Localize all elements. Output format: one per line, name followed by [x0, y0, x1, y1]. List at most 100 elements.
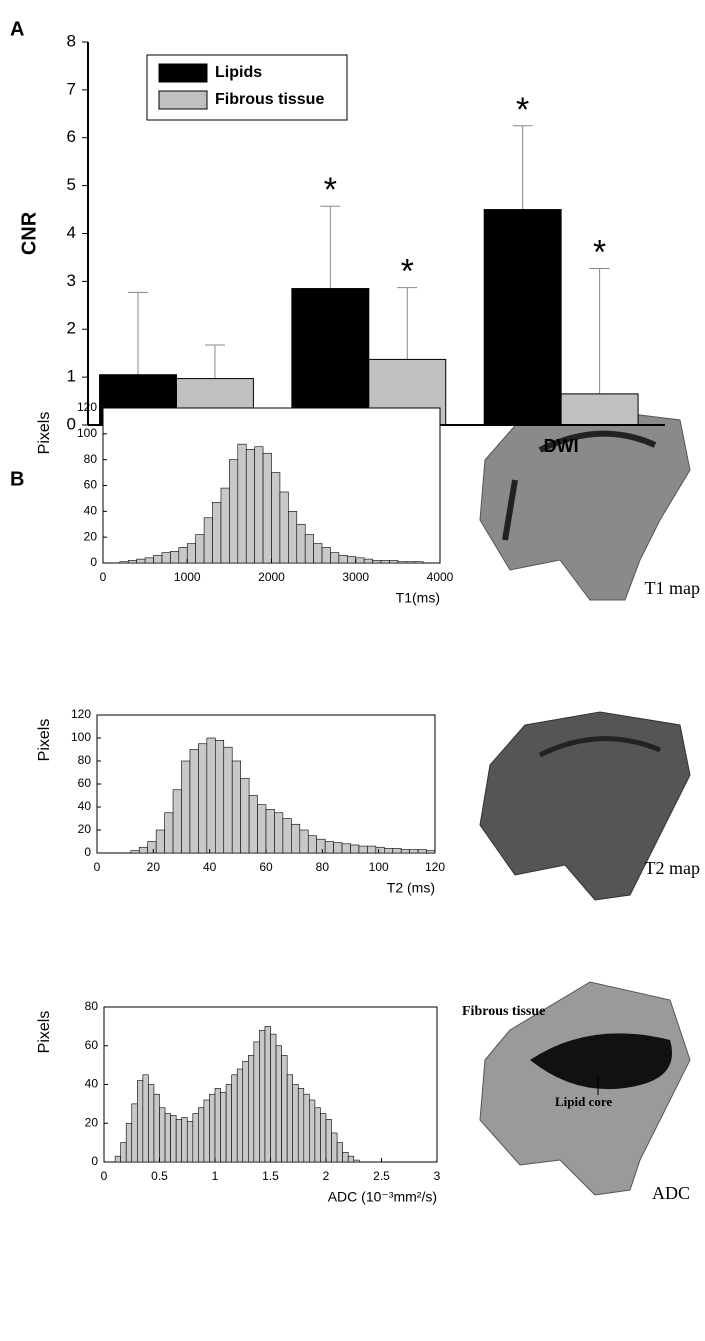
histogram-bar — [147, 841, 157, 854]
y-tick-label: 20 — [85, 1115, 99, 1129]
histogram-bar — [342, 1152, 349, 1163]
bar — [560, 393, 639, 426]
histogram-bar — [127, 560, 137, 564]
y-tick-label: 100 — [77, 426, 97, 440]
x-tick-label: 40 — [203, 860, 217, 874]
x-tick-label: 100 — [369, 860, 389, 874]
histogram-bar — [358, 845, 368, 854]
x-tick-label: 0 — [100, 570, 107, 584]
x-axis-label: T1(ms) — [396, 590, 440, 606]
histogram-bar — [336, 1142, 343, 1163]
y-tick-label: 8 — [67, 31, 76, 50]
y-tick-label: 60 — [85, 1038, 99, 1052]
histogram-bar — [155, 829, 165, 854]
tissue-detail — [538, 430, 657, 453]
y-tick-label: 120 — [71, 707, 91, 721]
histogram-bar — [120, 1142, 127, 1163]
image-label: ADC — [652, 1183, 690, 1203]
histogram-bar — [389, 560, 399, 564]
legend-swatch — [158, 90, 208, 110]
histogram-bar — [321, 547, 331, 564]
histogram-bar — [130, 850, 140, 854]
x-tick-label: 120 — [425, 860, 445, 874]
histogram-bar — [153, 554, 163, 564]
x-tick-label: 0 — [94, 860, 101, 874]
histogram-bar — [383, 848, 394, 854]
tissue — [479, 711, 691, 901]
x-tick-label: 3 — [434, 1169, 441, 1183]
histogram-bar — [170, 1115, 177, 1163]
y-tick-label: 0 — [84, 845, 91, 859]
histogram-bar — [161, 552, 171, 564]
y-axis-label: Pixels — [36, 412, 53, 455]
y-tick-label: 7 — [67, 79, 76, 98]
y-tick-label: 0 — [90, 555, 97, 569]
histogram-bar — [380, 560, 390, 564]
histogram-bar — [264, 1026, 271, 1163]
histogram-bar — [220, 1091, 227, 1163]
histogram-bar — [282, 818, 292, 854]
histogram-bar — [231, 760, 241, 854]
histogram-bar — [414, 561, 424, 564]
x-tick-label: 0.5 — [151, 1169, 168, 1183]
histogram-bar — [400, 849, 410, 854]
image-label: T1 map — [645, 578, 701, 598]
y-tick-label: 2 — [67, 319, 76, 338]
y-tick-label: 0 — [91, 1154, 98, 1168]
histogram-bar — [341, 843, 351, 854]
y-tick-label: 0 — [67, 414, 76, 433]
panel-label: B — [10, 468, 24, 490]
histogram-bar — [281, 1055, 288, 1163]
histogram-bar — [181, 1117, 188, 1163]
histogram-bar — [254, 446, 264, 564]
histogram-bar — [338, 554, 348, 564]
histogram-bar — [257, 804, 267, 854]
histogram-bar — [397, 561, 407, 564]
tissue — [479, 409, 691, 601]
x-axis-label: ADC (10⁻³mm²/s) — [328, 1189, 437, 1205]
histogram-bar — [347, 556, 357, 564]
histogram-bar — [236, 1068, 244, 1163]
histogram-bar — [153, 1093, 160, 1163]
adc-image — [479, 981, 691, 1196]
histogram-bar — [330, 552, 340, 564]
x-tick-label: 1.5 — [262, 1169, 279, 1183]
y-tick-label: 80 — [78, 753, 92, 767]
histogram-bar — [240, 777, 250, 854]
histogram-bar — [347, 1155, 355, 1163]
histogram-bar — [248, 1055, 255, 1163]
histogram-bar — [203, 517, 213, 564]
x-tick-label: 20 — [147, 860, 161, 874]
histogram-bar — [212, 501, 222, 564]
histogram-bar — [299, 829, 309, 854]
histogram-bar — [164, 812, 174, 854]
annotation: Fibrous tissue — [462, 1004, 545, 1019]
significance: * — [401, 253, 414, 291]
histogram-bar — [307, 835, 317, 854]
y-tick-label: 40 — [85, 1077, 99, 1091]
histogram-bar — [186, 543, 196, 564]
x-tick-label: 3000 — [342, 570, 369, 584]
histogram-bar — [220, 487, 230, 564]
histogram-bar — [136, 558, 146, 564]
histogram-bar — [314, 1107, 321, 1163]
y-tick-label: 20 — [78, 822, 92, 836]
histogram-bar — [291, 823, 301, 854]
histogram-bar — [189, 749, 199, 854]
histogram-bar — [372, 560, 382, 564]
histogram-bar — [324, 841, 334, 854]
histogram-bar — [138, 846, 148, 854]
significance: * — [324, 171, 337, 209]
y-tick-label: 80 — [84, 452, 98, 466]
histogram-bar — [214, 1088, 221, 1163]
annotation: Lipid core — [555, 1094, 612, 1109]
histogram-bar — [253, 1041, 260, 1163]
histogram-bar — [279, 491, 289, 564]
x-tick-label: 2 — [323, 1169, 330, 1183]
histogram-bar — [367, 845, 377, 854]
histogram-bar — [303, 1093, 310, 1163]
histogram-bar — [417, 849, 427, 854]
histogram-bar — [195, 534, 205, 564]
histogram-bar — [175, 1119, 182, 1163]
histogram-bar — [288, 511, 298, 564]
